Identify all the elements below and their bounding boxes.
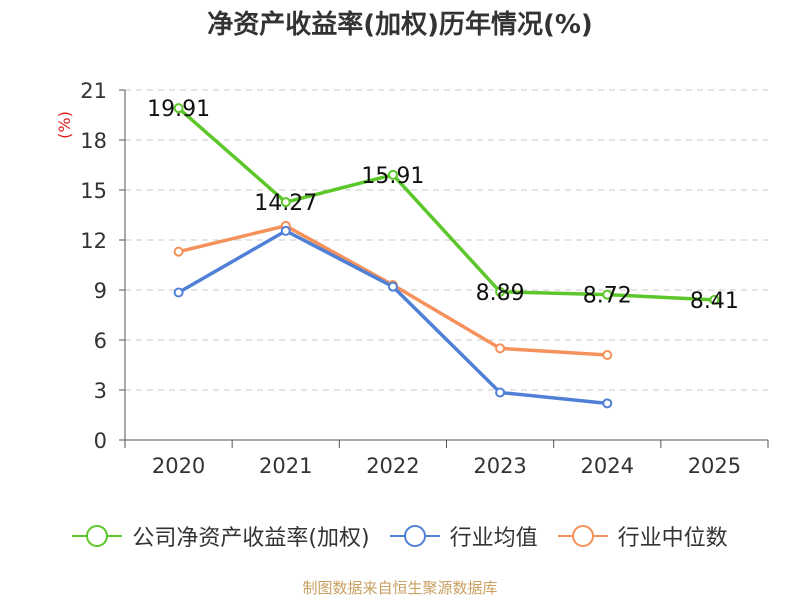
legend-label: 公司净资产收益率(加权) bbox=[132, 526, 370, 551]
legend-item-industry-mean[interactable]: 行业均值 bbox=[389, 520, 538, 552]
y-tick-label: 9 bbox=[94, 279, 107, 303]
data-point bbox=[709, 294, 720, 305]
data-point bbox=[602, 289, 613, 300]
data-point bbox=[495, 387, 506, 398]
legend-label: 行业均值 bbox=[449, 526, 538, 551]
data-label: 19.91 bbox=[147, 97, 210, 122]
data-label: 8.72 bbox=[583, 284, 632, 309]
y-tick-label: 12 bbox=[80, 229, 107, 253]
data-label: 14.27 bbox=[254, 191, 317, 216]
data-point bbox=[173, 103, 184, 114]
chart-title: 净资产收益率(加权)历年情况(%) bbox=[207, 10, 593, 40]
series-line bbox=[177, 106, 715, 302]
y-tick-label: 6 bbox=[94, 329, 107, 353]
x-tick-label: 2024 bbox=[581, 454, 634, 478]
legend-line-circle-icon bbox=[389, 525, 440, 547]
data-point bbox=[602, 350, 613, 360]
data-label: 8.89 bbox=[476, 281, 525, 306]
legend-label: 行业中位数 bbox=[617, 526, 728, 551]
data-label: 8.41 bbox=[690, 289, 739, 314]
source-note: 制图数据来自恒生聚源数据库 bbox=[302, 579, 498, 597]
x-tick-label: 2021 bbox=[259, 454, 312, 478]
legend-item-industry-median[interactable]: 行业中位数 bbox=[557, 520, 728, 552]
data-point bbox=[602, 398, 613, 409]
data-point bbox=[495, 286, 506, 297]
y-tick-label: 21 bbox=[80, 79, 107, 103]
data-point bbox=[387, 281, 398, 292]
data-label: 15.91 bbox=[361, 164, 424, 189]
data-point bbox=[173, 246, 184, 257]
data-point bbox=[280, 225, 291, 236]
legend-line-circle-icon bbox=[557, 525, 608, 547]
data-point bbox=[495, 343, 506, 354]
legend: 公司净资产收益率(加权) 行业均值 行业中位数 bbox=[0, 520, 800, 552]
y-tick-label: 0 bbox=[94, 429, 107, 453]
y-tick-label: 3 bbox=[94, 379, 107, 403]
data-point bbox=[387, 169, 398, 180]
y-tick-label: 18 bbox=[80, 129, 107, 153]
series-line bbox=[177, 229, 608, 406]
x-tick-label: 2025 bbox=[688, 454, 741, 478]
legend-item-company-roe[interactable]: 公司净资产收益率(加权) bbox=[72, 520, 370, 552]
y-axis-label: (%) bbox=[55, 111, 74, 139]
data-point bbox=[173, 287, 184, 298]
legend-line-circle-icon bbox=[72, 525, 123, 547]
y-tick-label: 15 bbox=[80, 179, 107, 203]
x-tick-label: 2020 bbox=[152, 454, 205, 478]
x-tick-label: 2022 bbox=[366, 454, 419, 478]
x-tick-label: 2023 bbox=[473, 454, 526, 478]
data-point bbox=[280, 197, 291, 208]
